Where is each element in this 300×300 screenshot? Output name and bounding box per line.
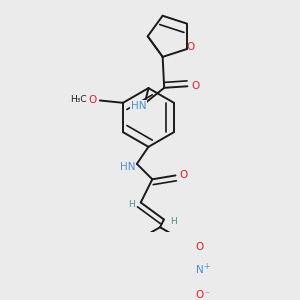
- Text: HN: HN: [131, 100, 146, 111]
- Text: H: H: [128, 200, 135, 208]
- Text: O: O: [195, 290, 203, 300]
- Text: N: N: [196, 265, 203, 275]
- Text: O: O: [88, 95, 96, 105]
- Text: ⁻: ⁻: [204, 291, 209, 300]
- Text: HN: HN: [120, 162, 135, 172]
- Text: O: O: [191, 81, 199, 91]
- Text: O: O: [179, 170, 188, 180]
- Text: H: H: [170, 217, 177, 226]
- Text: O: O: [195, 242, 203, 252]
- Text: +: +: [203, 262, 209, 271]
- Text: H₃C: H₃C: [70, 95, 86, 104]
- Text: O: O: [187, 42, 195, 52]
